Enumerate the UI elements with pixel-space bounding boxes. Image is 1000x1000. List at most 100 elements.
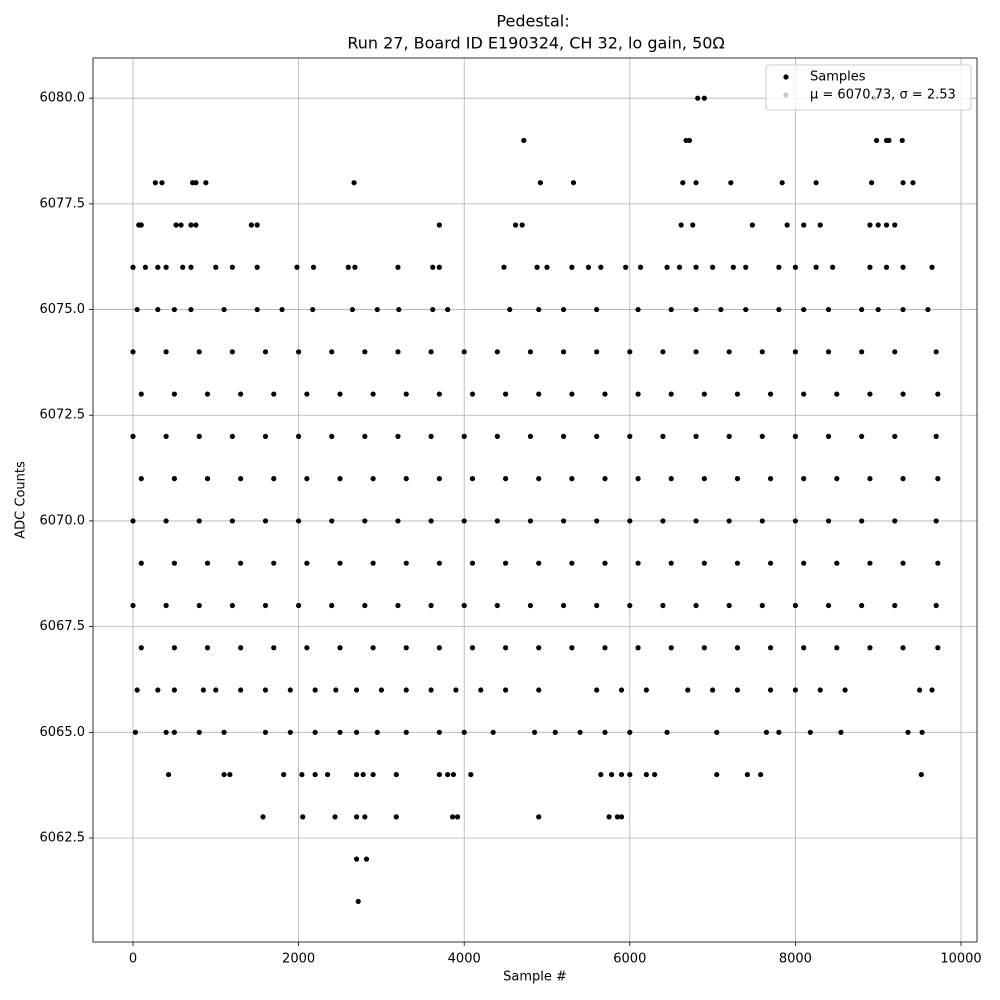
point bbox=[608, 771, 615, 778]
point bbox=[138, 645, 144, 651]
point bbox=[660, 433, 666, 439]
point bbox=[360, 771, 366, 778]
point bbox=[602, 560, 608, 566]
point bbox=[594, 602, 600, 609]
point bbox=[337, 729, 343, 735]
point bbox=[660, 602, 666, 609]
point bbox=[701, 391, 707, 397]
point bbox=[594, 349, 600, 355]
point bbox=[238, 687, 244, 693]
point bbox=[594, 687, 600, 693]
point bbox=[310, 306, 316, 313]
point bbox=[494, 518, 500, 524]
point bbox=[171, 687, 177, 693]
point bbox=[763, 729, 770, 735]
point bbox=[726, 518, 732, 524]
point bbox=[825, 433, 832, 439]
legend-label: Samples bbox=[810, 70, 866, 85]
point bbox=[203, 180, 209, 186]
point bbox=[664, 264, 670, 270]
point bbox=[825, 306, 832, 313]
point bbox=[134, 306, 140, 313]
point bbox=[469, 391, 476, 397]
point bbox=[801, 645, 807, 651]
point bbox=[560, 433, 567, 439]
point bbox=[867, 391, 873, 397]
point bbox=[155, 264, 161, 270]
point bbox=[710, 264, 716, 270]
point bbox=[370, 560, 376, 566]
point bbox=[312, 771, 318, 778]
point bbox=[188, 222, 194, 228]
point bbox=[396, 306, 402, 313]
point bbox=[436, 476, 442, 482]
point bbox=[430, 306, 436, 313]
point bbox=[859, 349, 865, 355]
point bbox=[569, 391, 575, 397]
x-tick-label: 10000 bbox=[940, 952, 981, 967]
point bbox=[461, 518, 467, 524]
point bbox=[892, 349, 898, 355]
point bbox=[627, 771, 633, 778]
point bbox=[304, 476, 310, 482]
point bbox=[436, 560, 442, 566]
point bbox=[560, 306, 567, 313]
point bbox=[652, 771, 658, 778]
point bbox=[436, 771, 442, 778]
point bbox=[801, 306, 807, 313]
point bbox=[900, 476, 906, 482]
point bbox=[933, 433, 939, 439]
point bbox=[883, 222, 890, 228]
point bbox=[138, 391, 144, 397]
point bbox=[503, 391, 509, 397]
point bbox=[329, 349, 335, 355]
point bbox=[867, 264, 873, 270]
point bbox=[594, 306, 600, 313]
point bbox=[262, 349, 269, 355]
point bbox=[892, 433, 898, 439]
point bbox=[374, 729, 380, 735]
point bbox=[602, 645, 608, 651]
point bbox=[825, 518, 832, 524]
point bbox=[660, 518, 666, 524]
point bbox=[935, 645, 941, 651]
point bbox=[163, 433, 169, 439]
point bbox=[743, 306, 749, 313]
point bbox=[355, 898, 361, 905]
point bbox=[883, 264, 890, 270]
point bbox=[142, 264, 149, 270]
point bbox=[767, 560, 774, 566]
point bbox=[917, 687, 923, 693]
point bbox=[271, 391, 277, 397]
point bbox=[693, 264, 699, 270]
point bbox=[825, 602, 832, 609]
point bbox=[834, 560, 840, 566]
point bbox=[163, 518, 169, 524]
point bbox=[193, 180, 199, 186]
point bbox=[577, 729, 583, 735]
point bbox=[403, 476, 409, 482]
point bbox=[503, 645, 509, 651]
point bbox=[304, 560, 310, 566]
y-axis-label: ADC Counts bbox=[14, 461, 29, 539]
point bbox=[130, 602, 136, 609]
point bbox=[784, 222, 790, 228]
point bbox=[536, 645, 542, 651]
point bbox=[900, 645, 906, 651]
point bbox=[531, 729, 538, 735]
grid bbox=[89, 58, 977, 946]
point bbox=[329, 518, 335, 524]
point bbox=[469, 645, 476, 651]
point bbox=[668, 645, 674, 651]
point bbox=[701, 560, 707, 566]
legend-marker bbox=[783, 74, 789, 80]
point bbox=[271, 560, 277, 566]
point bbox=[130, 264, 136, 270]
point bbox=[900, 264, 906, 270]
point bbox=[337, 476, 343, 482]
point bbox=[910, 180, 916, 186]
point bbox=[262, 518, 269, 524]
point bbox=[362, 518, 368, 524]
point bbox=[468, 771, 474, 778]
point bbox=[363, 856, 370, 862]
